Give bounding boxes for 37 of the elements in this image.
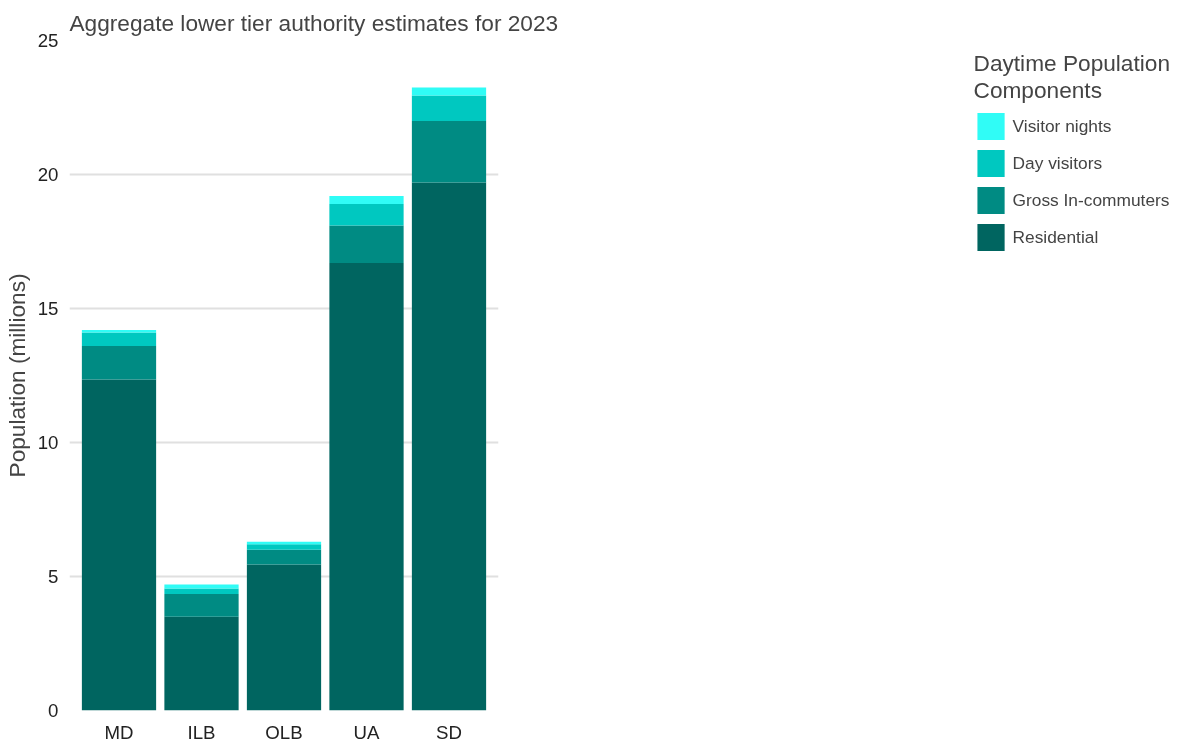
bar	[164, 584, 239, 589]
bar	[81, 379, 157, 711]
bar	[411, 120, 487, 183]
x-tick-label: SD	[436, 721, 462, 743]
bar	[81, 346, 157, 380]
y-tick-label: 20	[37, 164, 59, 185]
bar	[246, 549, 322, 565]
bar	[411, 87, 487, 96]
bar	[329, 225, 404, 263]
bar	[81, 332, 157, 347]
legend-label: Visitor nights	[1012, 115, 1112, 137]
legend-label: Residential	[1012, 226, 1099, 248]
y-tick-label: 0	[48, 700, 59, 721]
legend-label: Day visitors	[1012, 152, 1103, 174]
bar	[411, 95, 487, 121]
x-tick-label: MD	[104, 721, 134, 743]
bar	[164, 588, 239, 594]
y-axis-title: Population (millions)	[3, 273, 30, 478]
y-tick-label: 5	[48, 566, 59, 587]
bar	[329, 203, 404, 226]
legend-label: Gross In-commuters	[1012, 189, 1170, 211]
bar	[246, 564, 322, 711]
legend-title: Daytime Population Components	[973, 50, 1170, 104]
x-tick-label: UA	[353, 721, 381, 743]
bar	[329, 262, 404, 711]
y-tick-label: 10	[37, 432, 59, 453]
bar	[81, 329, 157, 333]
bar	[411, 182, 487, 711]
x-tick-label: ILB	[187, 721, 216, 743]
bar	[246, 544, 322, 550]
bar	[164, 593, 239, 617]
bar	[164, 616, 239, 711]
y-tick-label: 15	[37, 298, 59, 319]
x-tick-label: OLB	[265, 721, 303, 743]
bar	[329, 195, 404, 204]
y-tick-label: 25	[37, 30, 59, 51]
chart-title: Aggregate lower tier authority estimates for 2023	[69, 9, 559, 36]
